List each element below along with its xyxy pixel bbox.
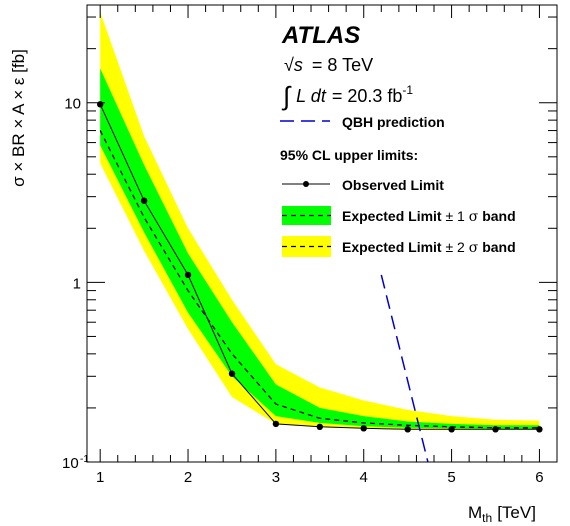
legend: QBH prediction 95% CL upper limits: Obse… xyxy=(280,114,516,257)
x-tick-label: 2 xyxy=(184,469,192,486)
legend-band1-swatch xyxy=(282,206,331,225)
observed-point xyxy=(228,370,236,377)
observed-point xyxy=(360,425,367,432)
observed-point xyxy=(492,426,499,433)
observed-point xyxy=(97,101,104,108)
legend-expected2-pm: ± 2 xyxy=(445,239,465,255)
y-axis-title: σ × BR × A × ε [fb] xyxy=(9,49,28,187)
energy-label: √s = 8 TeV xyxy=(284,55,373,75)
x-tick-label: 6 xyxy=(535,469,543,486)
lumi-exp: -1 xyxy=(402,83,413,97)
legend-header: 95% CL upper limits: xyxy=(280,147,418,163)
legend-expected2-text: Expected Limit xyxy=(342,239,442,255)
observed-point xyxy=(140,197,148,204)
legend-expected2-band: band xyxy=(482,239,515,255)
legend-band2-swatch xyxy=(282,236,331,257)
legend-expected2-sigma: σ xyxy=(469,240,479,256)
lumi-label: ∫ L dt = 20.3 fb-1 xyxy=(281,81,413,111)
qbh-prediction-line xyxy=(380,274,429,463)
lumi-expr: L dt xyxy=(296,86,327,106)
legend-expected1-text: Expected Limit xyxy=(342,208,442,224)
legend-expected1-pm: ± 1 xyxy=(445,208,465,224)
energy-value: = 8 TeV xyxy=(312,55,373,75)
legend-expected2-label: Expected Limit ± 2 σ band xyxy=(342,239,516,256)
lumi-value: = 20.3 fb xyxy=(332,86,403,106)
x-axis-title-unit: [TeV] xyxy=(497,503,536,522)
x-tick-label: 3 xyxy=(272,469,280,486)
x-axis-title-sub: th xyxy=(482,511,492,525)
observed-point xyxy=(272,420,280,428)
x-tick-label: 4 xyxy=(360,469,368,486)
legend-expected1-band: band xyxy=(482,208,515,224)
legend-observed-label: Observed Limit xyxy=(342,177,444,193)
experiment-label: ATLAS xyxy=(281,22,360,49)
lines-layer xyxy=(97,101,543,463)
legend-expected1-sigma: σ xyxy=(469,209,479,225)
y-tick-label: 10 xyxy=(62,455,79,472)
observed-point xyxy=(448,426,455,433)
x-axis-title-main: M xyxy=(468,503,482,522)
observed-point xyxy=(316,423,323,430)
observed-point xyxy=(404,426,411,433)
y-tick-label: 1 xyxy=(73,275,81,292)
x-tick-label: 5 xyxy=(447,469,455,486)
observed-point xyxy=(184,271,192,279)
y-tick-exponent: -1 xyxy=(80,454,89,465)
x-tick-label: 1 xyxy=(96,469,104,486)
energy-symbol: √s xyxy=(284,55,303,75)
plot-frame xyxy=(86,4,558,463)
observed-point xyxy=(536,426,543,433)
legend-qbh-label: QBH prediction xyxy=(342,114,445,130)
legend-observed-marker xyxy=(303,181,309,187)
x-axis-title: Mth [TeV] xyxy=(468,503,536,525)
legend-expected1-label: Expected Limit ± 1 σ band xyxy=(342,208,516,225)
band-1sigma xyxy=(100,68,540,429)
y-tick-label: 10 xyxy=(64,96,81,113)
expected-limit-line xyxy=(99,130,540,429)
lumi-integral: ∫ xyxy=(281,81,292,111)
